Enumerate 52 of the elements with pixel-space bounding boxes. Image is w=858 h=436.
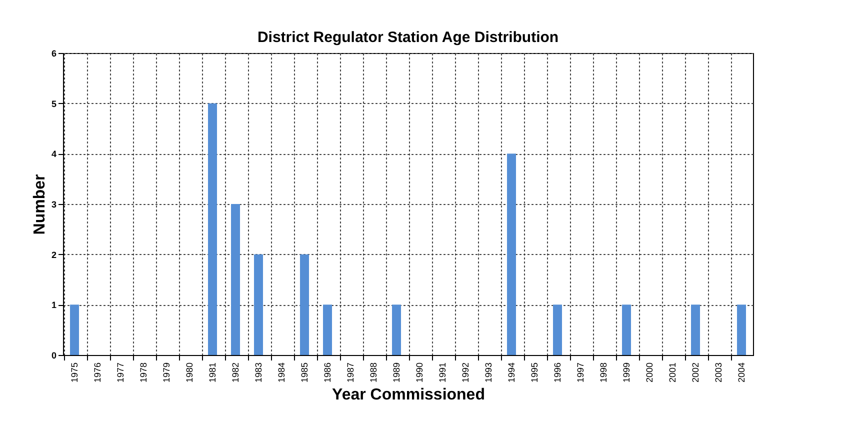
bar [208,103,217,355]
bar [392,304,401,355]
bar [691,304,700,355]
x-tick-label: 2000 [644,362,654,383]
x-tick-label: 1992 [460,362,470,383]
x-tick-label: 1978 [138,362,148,383]
x-tick-label: 1996 [552,362,562,383]
x-tick-label: 1997 [576,362,586,383]
y-tick-label: 6 [51,48,56,58]
x-tick-label: 1981 [208,362,218,383]
x-tick-label: 1977 [116,362,126,383]
x-tick-label: 1979 [162,362,172,383]
x-tick-label: 1984 [276,362,286,383]
x-tick-label: 1991 [438,362,448,383]
x-tick-label: 1987 [346,362,356,383]
x-tick-label: 2002 [690,362,700,383]
bar [507,154,516,355]
y-tick-label: 4 [51,149,56,160]
x-tick-label: 2003 [714,362,724,383]
x-tick-label: 1976 [92,362,102,383]
chart-title: District Regulator Station Age Distribution [257,29,559,46]
x-tick-label: 1994 [506,362,516,383]
y-tick-label: 0 [51,350,56,360]
x-tick-label: 1982 [230,362,240,383]
x-tick-label: 2004 [736,362,746,383]
bar [553,304,562,355]
x-tick-label: 1985 [300,362,310,383]
bar [323,304,332,355]
x-axis-title: Year Commissioned [332,386,485,404]
x-tick-label: 1989 [392,362,402,383]
x-tick-label: 1990 [414,362,424,383]
x-tick-label: 1988 [368,362,378,383]
bar [254,254,263,355]
x-tick-label: 2001 [668,362,678,383]
x-tick-label: 1995 [530,362,540,383]
bar [300,254,309,355]
y-tick-label: 1 [51,300,56,310]
x-tick-label: 1999 [622,362,632,383]
x-tick-label: 1993 [484,362,494,383]
bar [737,304,746,355]
x-tick-label: 1983 [254,362,264,383]
y-tick-label: 2 [51,250,56,260]
x-tick-label: 1980 [184,362,194,383]
x-tick-label: 1998 [598,362,608,383]
y-tick-label: 3 [51,200,56,210]
x-tick-label: 1975 [70,362,80,383]
y-tick-label: 5 [51,98,56,109]
y-axis-title: Number [31,174,48,235]
x-tick-label: 1986 [322,362,332,383]
bar [622,304,631,355]
bar [231,204,240,355]
bar [70,304,79,355]
